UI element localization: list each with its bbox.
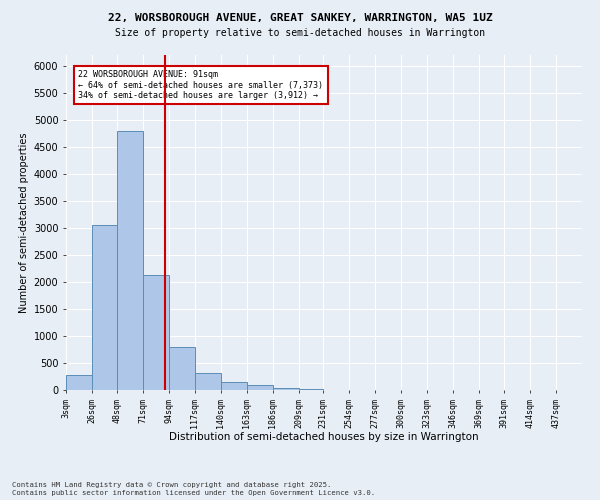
X-axis label: Distribution of semi-detached houses by size in Warrington: Distribution of semi-detached houses by … [169,432,479,442]
Bar [272,388,299,390]
Bar [92,224,117,390]
Text: Contains public sector information licensed under the Open Government Licence v3: Contains public sector information licen… [12,490,375,496]
Bar [221,382,247,390]
Bar [299,389,323,390]
Text: Size of property relative to semi-detached houses in Warrington: Size of property relative to semi-detach… [115,28,485,38]
Bar [117,131,143,390]
Text: Contains HM Land Registry data © Crown copyright and database right 2025.: Contains HM Land Registry data © Crown c… [12,482,331,488]
Bar [247,386,272,390]
Y-axis label: Number of semi-detached properties: Number of semi-detached properties [19,132,29,313]
Bar [195,373,221,390]
Bar [143,275,169,390]
Text: 22, WORSBOROUGH AVENUE, GREAT SANKEY, WARRINGTON, WA5 1UZ: 22, WORSBOROUGH AVENUE, GREAT SANKEY, WA… [107,12,493,22]
Text: 22 WORSBOROUGH AVENUE: 91sqm
← 64% of semi-detached houses are smaller (7,373)
3: 22 WORSBOROUGH AVENUE: 91sqm ← 64% of se… [79,70,323,100]
Bar [169,348,195,390]
Bar [66,376,92,390]
